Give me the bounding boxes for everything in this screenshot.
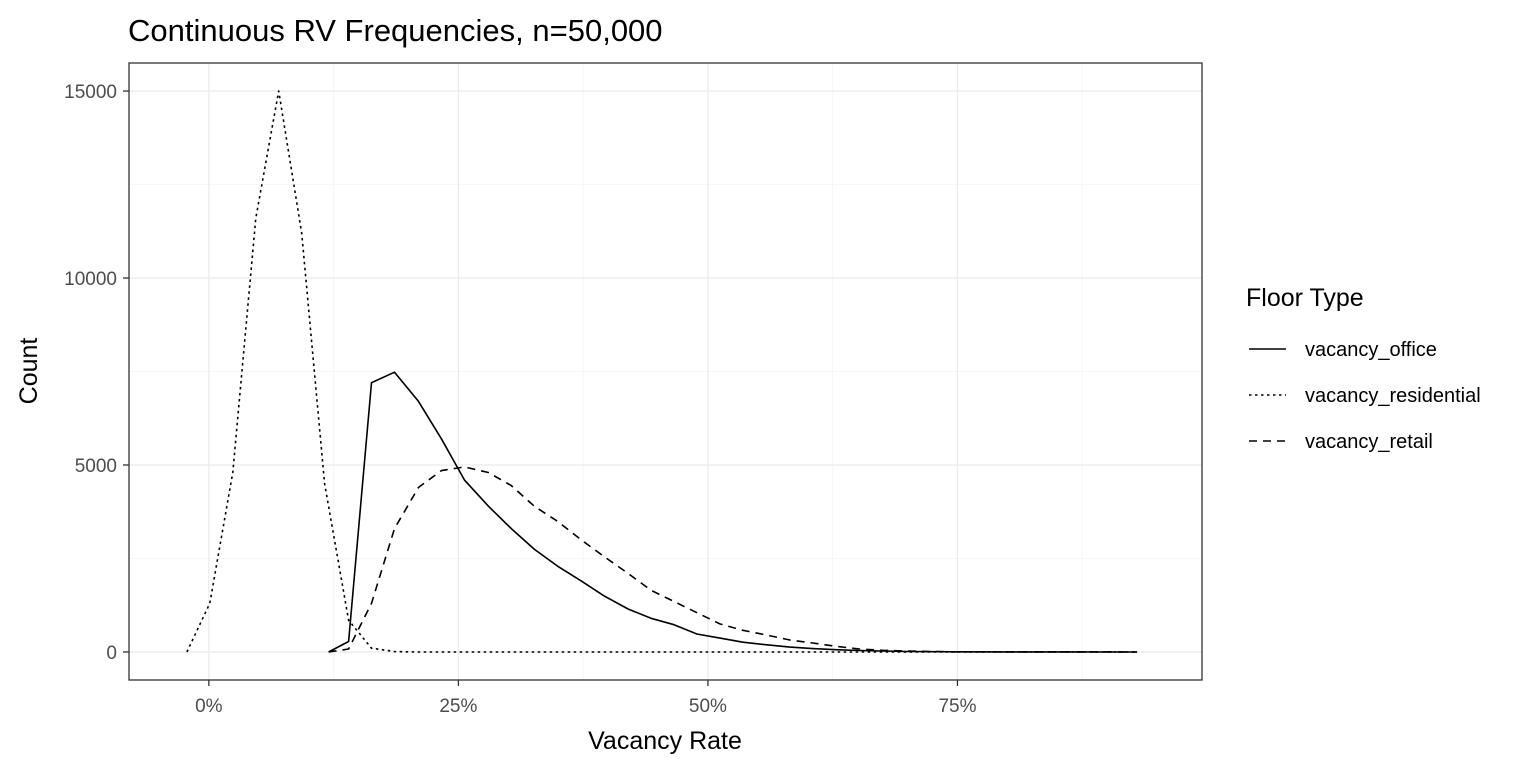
series-line-vacancy-residential bbox=[186, 90, 1138, 653]
x-tick-label: 50% bbox=[689, 696, 727, 717]
x-tick-label: 0% bbox=[195, 696, 223, 717]
legend-label-vacancy-office: vacancy_office bbox=[1305, 339, 1437, 361]
y-tick-label: 15000 bbox=[64, 82, 117, 103]
y-tick-label: 0 bbox=[106, 643, 117, 664]
legend-title: Floor Type bbox=[1246, 284, 1364, 312]
chart-title: Continuous RV Frequencies, n=50,000 bbox=[128, 13, 663, 48]
legend-label-vacancy-retail: vacancy_retail bbox=[1305, 431, 1433, 453]
y-tick-label: 5000 bbox=[75, 456, 117, 477]
x-tick-label: 25% bbox=[439, 696, 477, 717]
series-line-vacancy-retail bbox=[328, 466, 1138, 653]
grid-lines bbox=[129, 63, 1202, 680]
legend: Floor Type vacancy_office vacancy_residen… bbox=[1246, 284, 1481, 453]
legend-items: vacancy_office vacancy_residentialvacancy… bbox=[1249, 339, 1481, 453]
y-tick-label: 10000 bbox=[64, 269, 117, 290]
y-axis-title: Count bbox=[15, 338, 43, 405]
series-line-vacancy-office bbox=[328, 371, 1138, 653]
axes: 0% 25% 50% 75% 0 5000 10000 15000 bbox=[64, 82, 976, 717]
panel-border bbox=[128, 62, 1203, 681]
x-tick-label: 75% bbox=[938, 696, 976, 717]
legend-label-vacancy-residential: vacancy_residential bbox=[1305, 385, 1481, 407]
x-axis-title: Vacancy Rate bbox=[588, 727, 742, 755]
series-lines bbox=[186, 90, 1138, 653]
